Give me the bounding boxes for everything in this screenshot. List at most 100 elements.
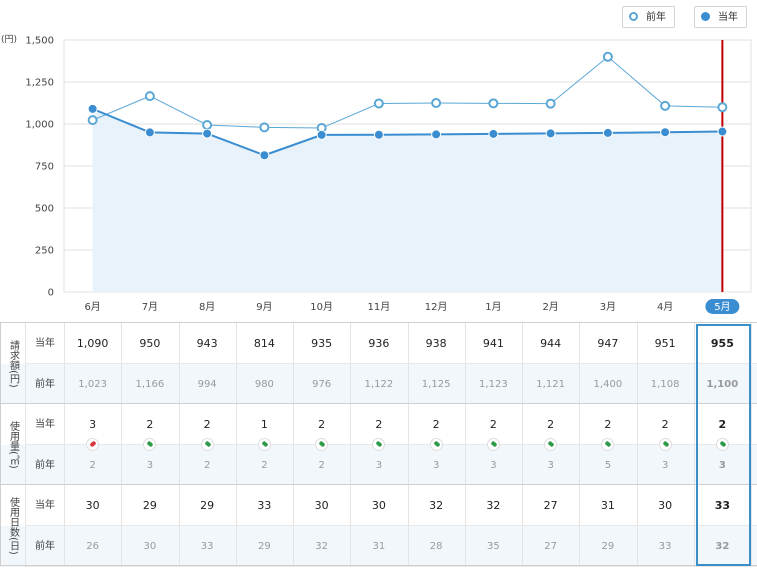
- column-divider: [693, 444, 695, 486]
- table-cell: 814: [253, 337, 275, 350]
- table-cell: 2: [375, 418, 383, 431]
- table-cell: 1,123: [479, 378, 508, 390]
- table-cell: 30: [85, 499, 100, 512]
- column-divider: [178, 323, 180, 364]
- column-divider: [751, 444, 752, 486]
- column-divider: [407, 444, 409, 486]
- column-divider: [579, 525, 581, 567]
- point-cur: [717, 126, 728, 137]
- column-divider: [636, 525, 638, 567]
- table-cell: 938: [425, 337, 447, 350]
- table-cell: 980: [254, 378, 274, 390]
- table-cell: 5: [604, 459, 612, 471]
- column-divider: [579, 404, 581, 445]
- table-cell: 3: [146, 459, 154, 471]
- legend-cur[interactable]: 当年: [694, 6, 747, 28]
- column-divider: [293, 525, 294, 567]
- column-divider: [693, 363, 695, 405]
- trend-down-icon: [486, 438, 500, 451]
- legend-prev[interactable]: 前年: [622, 6, 675, 28]
- table-cell: 1,090: [76, 337, 109, 350]
- row-label: 前年: [35, 540, 55, 552]
- table-cell: 941: [482, 337, 504, 350]
- table-cell: 33: [658, 540, 672, 552]
- column-divider: [636, 363, 638, 405]
- x-tick-label: 12月: [425, 301, 448, 313]
- table-cell: 29: [200, 499, 215, 512]
- table-cell: 29: [258, 540, 271, 552]
- column-divider: [235, 444, 237, 486]
- column-divider: [350, 323, 352, 364]
- table-cell: 2: [318, 459, 325, 471]
- table-cell: 33: [714, 499, 731, 512]
- column-divider: [178, 485, 180, 526]
- point-prev: [431, 98, 442, 108]
- column-divider: [25, 404, 26, 445]
- column-divider: [178, 444, 180, 486]
- column-divider: [350, 404, 352, 445]
- column-divider: [64, 363, 65, 405]
- trend-up-icon: [86, 438, 100, 451]
- column-divider: [751, 485, 752, 526]
- column-divider: [293, 444, 294, 486]
- trend-down-icon: [200, 438, 214, 451]
- table-cell: 994: [197, 378, 217, 390]
- table-cell: 27: [544, 540, 557, 552]
- table-cell: 3: [718, 459, 726, 471]
- trend-arrow-glyph: [204, 440, 212, 448]
- table-cell: 951: [654, 337, 676, 350]
- column-divider: [579, 363, 581, 405]
- group-label: 請求額(円): [7, 339, 19, 388]
- table-cell: 944: [540, 337, 562, 350]
- column-divider: [751, 525, 752, 567]
- column-divider: [751, 404, 752, 445]
- legend-cur-label: 当年: [718, 12, 738, 23]
- x-tick-label: 2月: [542, 301, 558, 313]
- trend-down-icon: [601, 438, 615, 451]
- y-tick-label: 0: [48, 288, 54, 299]
- group-divider: [0, 565, 757, 566]
- column-divider: [407, 525, 409, 567]
- column-divider: [464, 444, 466, 486]
- table-cell: 1: [260, 418, 268, 431]
- point-prev: [373, 98, 384, 109]
- trend-down-icon: [429, 438, 443, 451]
- x-tick-label: 8月: [199, 301, 215, 313]
- table-cell: 1,108: [650, 378, 680, 390]
- table-cell: 936: [368, 337, 390, 350]
- table-cell: 943: [196, 337, 218, 350]
- column-divider: [464, 363, 466, 405]
- table-cell: 26: [86, 540, 99, 552]
- column-divider: [350, 444, 352, 486]
- current-area: [92, 108, 723, 292]
- table-cell: 2: [261, 459, 268, 471]
- point-cur: [431, 129, 442, 140]
- table-row: 前年 2 3 2 2 2 3 3 3 3 5 3 3: [0, 444, 757, 486]
- table-cell: 2: [547, 418, 555, 431]
- table-cell: 2: [203, 418, 211, 431]
- x-tick-label: 6月: [84, 301, 100, 313]
- point-prev: [488, 98, 499, 109]
- table-cell: 955: [710, 337, 734, 350]
- point-cur: [660, 127, 671, 138]
- column-divider: [407, 485, 409, 526]
- table-cell: 3: [547, 459, 554, 471]
- table-top-border: [0, 322, 757, 323]
- table-left-border: [0, 323, 1, 566]
- column-divider: [522, 323, 523, 364]
- table-cell: 1,121: [536, 378, 565, 390]
- point-prev: [660, 100, 671, 111]
- column-divider: [235, 485, 237, 526]
- column-divider: [121, 404, 123, 445]
- column-divider: [636, 485, 638, 526]
- table-cell: 2: [318, 418, 326, 431]
- row-label: 前年: [35, 378, 55, 390]
- column-divider: [350, 525, 352, 567]
- trend-arrow-glyph: [490, 440, 498, 448]
- group-divider: [0, 484, 757, 485]
- trend-arrow-glyph: [318, 440, 326, 448]
- table-cell: 27: [543, 499, 558, 512]
- x-tick-label: 9月: [256, 301, 272, 313]
- trend-down-icon: [143, 438, 157, 451]
- trend-arrow-glyph: [433, 440, 441, 448]
